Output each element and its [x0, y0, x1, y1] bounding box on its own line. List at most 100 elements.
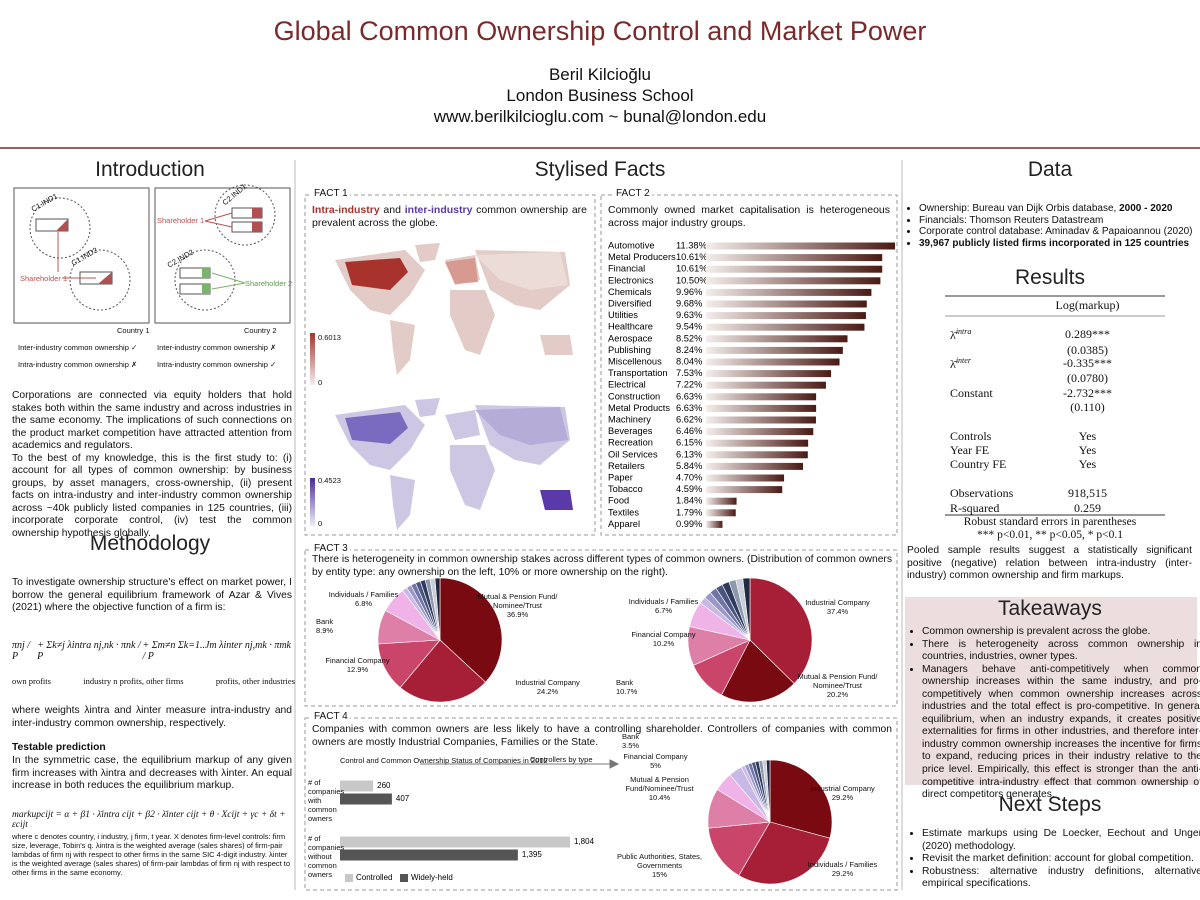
bullet: Managers behave anti-competitively when … — [922, 664, 1200, 802]
bar — [706, 265, 883, 273]
bar — [706, 497, 737, 505]
pie-slice — [749, 577, 813, 684]
slice-value: 10.4% — [648, 793, 671, 802]
slice-name: Financial Company — [623, 752, 688, 761]
eq-under: profits, other industries — [215, 676, 295, 686]
row-value: -2.732*** — [1063, 386, 1112, 400]
pie-label: Individuals / Families 6.7% — [616, 597, 711, 615]
bar-label: Recreation — [608, 438, 653, 448]
diagram-label: Shareholder 2 — [245, 279, 293, 288]
slice-name: Individuals / Families — [328, 590, 399, 599]
slice-name: Bank — [616, 678, 634, 687]
slice-value: 15% — [651, 870, 667, 879]
row-label: Controls — [950, 429, 991, 444]
value-label: 4.70% — [676, 472, 702, 482]
slice-name: Mutual & Pension Fund/Nominee/Trust — [625, 775, 694, 793]
fact-label: FACT 1 — [312, 188, 350, 199]
bullet: Common ownership is prevalent across the… — [922, 626, 1200, 639]
bar — [706, 370, 832, 378]
fact4-arrow — [420, 759, 620, 769]
bar — [706, 474, 785, 482]
highlight: inter-industry — [404, 204, 473, 216]
value-label: 7.22% — [676, 380, 702, 390]
bar — [706, 242, 895, 250]
footnote: where c denotes country, i industry, j f… — [12, 832, 291, 877]
legend-label: Controlled — [356, 873, 392, 882]
slice-value: 3.5% — [622, 741, 640, 750]
bar — [706, 300, 867, 308]
bar-label: Transportation — [608, 368, 668, 378]
bar-label: Aerospace — [608, 333, 652, 343]
pie-label: Industrial Company 37.4% — [790, 598, 885, 616]
bar — [706, 393, 817, 401]
text: Ownership: Bureau van Dijk Orbis databas… — [919, 203, 1120, 214]
value-label: 6.63% — [676, 403, 702, 413]
diagram-legend: Inter-industry common ownership ✓ — [18, 343, 138, 352]
value-label: 5.84% — [676, 461, 702, 471]
bar — [706, 486, 783, 494]
label-sup: intra — [955, 327, 972, 336]
legend-label: 0.4523 — [318, 476, 341, 485]
heading: Introduction — [95, 158, 205, 181]
eq-under: own profits — [12, 676, 51, 686]
bar-label: Electrical — [608, 380, 646, 390]
bar — [706, 288, 872, 296]
slice-value: 5% — [650, 761, 661, 770]
bar — [340, 780, 374, 792]
row-value: Yes — [1078, 429, 1097, 443]
label-sup: inter — [955, 356, 971, 365]
bar-label: Food — [608, 496, 629, 506]
value-label: 0.99% — [676, 519, 702, 529]
arrow-label: Controllers by type — [530, 755, 593, 764]
slice-name: Bank — [316, 617, 334, 626]
row-value: 0.259 — [1074, 501, 1101, 515]
slice-name: Industrial Company — [515, 678, 580, 687]
slice-value: 24.2% — [536, 687, 559, 696]
legend-gradient — [310, 478, 315, 526]
subheading: Testable prediction — [12, 742, 106, 753]
value-label: 1.84% — [676, 496, 702, 506]
diagram-legend: Inter-industry common ownership ✗ — [157, 343, 277, 352]
takeaways-bg — [905, 597, 1197, 785]
bar — [340, 793, 392, 805]
value-label: 6.46% — [676, 426, 702, 436]
intro-diagram-fill — [56, 208, 262, 294]
value-label: 10.61% — [676, 252, 708, 262]
data-list: Ownership: Bureau van Dijk Orbis databas… — [907, 203, 1200, 249]
slice-name: Financial Company — [631, 630, 696, 639]
pie-slice-other — [742, 577, 751, 641]
fact-text: There is heterogeneity in common ownersh… — [312, 554, 892, 578]
column-header: Log(markup) — [1055, 298, 1120, 312]
value-label: 9.63% — [676, 310, 702, 320]
note: *** p<0.01, ** p<0.05, * p<0.1 — [977, 529, 1123, 542]
pie-label: Bank 10.7% — [616, 678, 711, 696]
bullet: Ownership: Bureau van Dijk Orbis databas… — [919, 203, 1200, 215]
value-label: 8.24% — [676, 345, 702, 355]
text: Corporate control database: Aminadav & P… — [919, 226, 1193, 237]
legend-label: Widely-held — [411, 873, 453, 882]
bar — [706, 312, 866, 320]
fact-label: FACT 4 — [312, 711, 350, 722]
bullet: Revisit the market definition: account f… — [922, 853, 1200, 866]
value-label: 8.04% — [676, 356, 702, 366]
heading: Takeaways — [998, 597, 1102, 620]
takeaways-list: Common ownership is prevalent across the… — [910, 626, 1200, 802]
fact-label: FACT 2 — [614, 188, 652, 199]
highlight: Intra-industry — [312, 204, 380, 216]
row-label: Year FE — [950, 443, 989, 458]
bar-label: Tobacco — [608, 484, 643, 494]
eq-term: πnj / P — [12, 640, 31, 662]
slice-value: 29.2% — [831, 869, 854, 878]
value-label: 4.59% — [676, 484, 702, 494]
value-label: 10.61% — [676, 264, 708, 274]
bar-label: Oil Services — [608, 449, 658, 459]
fact-text: Companies with common owners are less li… — [312, 724, 892, 748]
eq-term: + Σk≠j λintra nj,nk · πnk / P — [37, 640, 141, 662]
legend-label: 0 — [318, 378, 323, 387]
value-label: 11.38% — [676, 240, 707, 250]
legend-label: 0.6013 — [318, 333, 341, 342]
diagram-label: Country 1 — [117, 326, 150, 335]
bullet: Corporate control database: Aminadav & P… — [919, 226, 1200, 238]
bar-label: Miscellenous — [608, 356, 662, 366]
pie-slice — [707, 821, 771, 876]
